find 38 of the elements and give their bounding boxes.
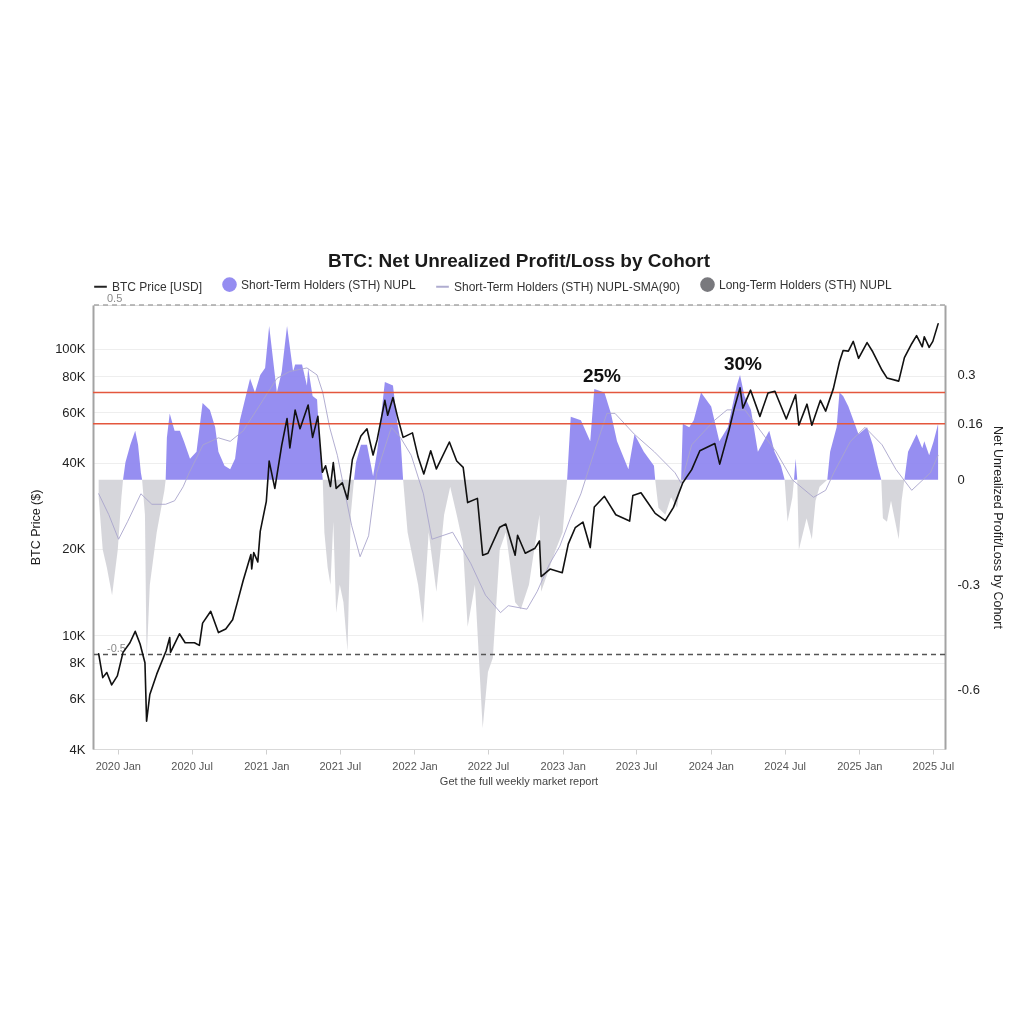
line-series bbox=[97, 323, 939, 723]
y-tick-label: 60K bbox=[62, 404, 86, 420]
x-tick-label: 2020 Jan bbox=[95, 759, 141, 772]
y-tick-label: 100K bbox=[55, 341, 86, 357]
x-tick-label: 2025 Jul bbox=[912, 759, 955, 772]
x-tick-label: 2020 Jul bbox=[171, 759, 213, 772]
x-tick-label: 2023 Jan bbox=[540, 759, 586, 772]
y2-tick-label: -0.3 bbox=[957, 577, 980, 593]
y-tick-label: 40K bbox=[62, 455, 86, 471]
x-tick-label: 2025 Jan bbox=[837, 759, 883, 772]
x-tick-label: 2021 Jul bbox=[319, 759, 362, 772]
x-tick-label: 2021 Jan bbox=[244, 759, 290, 772]
y2-tick-label: 0.16 bbox=[957, 416, 983, 432]
annotation: 25% bbox=[582, 365, 622, 386]
legend-label: BTC Price [USD] bbox=[112, 279, 203, 294]
y2-tick-label: 0 bbox=[957, 472, 965, 488]
legend-label: Short-Term Holders (STH) NUPL bbox=[241, 277, 417, 292]
legend-label: Long-Term Holders (STH) NUPL bbox=[719, 277, 893, 292]
ref-line-label: 0.5 bbox=[107, 292, 123, 304]
x-tick-label: 2023 Jul bbox=[615, 759, 658, 772]
y2-axis-title: Net Unrealized Profit/Loss by Cohort bbox=[990, 426, 1005, 630]
x-tick-label: 2022 Jul bbox=[467, 759, 510, 772]
y-tick-label: 20K bbox=[62, 541, 86, 557]
y2-tick-label: -0.6 bbox=[957, 682, 980, 698]
x-tick-label: 2024 Jan bbox=[688, 759, 734, 772]
y-tick-label: 8K bbox=[69, 655, 86, 671]
y-tick-label: 6K bbox=[69, 691, 86, 707]
x-tick-label: 2024 Jul bbox=[764, 759, 806, 772]
text: Get the full weekly market report bbox=[439, 775, 599, 787]
annotation: 30% bbox=[723, 353, 763, 374]
y2-tick-label: 0.3 bbox=[957, 367, 976, 383]
legend-label: Short-Term Holders (STH) NUPL-SMA(90) bbox=[454, 279, 681, 294]
y-axis-title: BTC Price ($) bbox=[29, 489, 44, 566]
x-tick-label: 2022 Jan bbox=[392, 759, 438, 772]
chart-title: BTC: Net Unrealized Profit/Loss by Cohort bbox=[327, 250, 711, 271]
y-tick-label: 80K bbox=[62, 368, 86, 384]
y-tick-label: 10K bbox=[62, 627, 86, 643]
y-tick-label: 4K bbox=[69, 741, 86, 757]
